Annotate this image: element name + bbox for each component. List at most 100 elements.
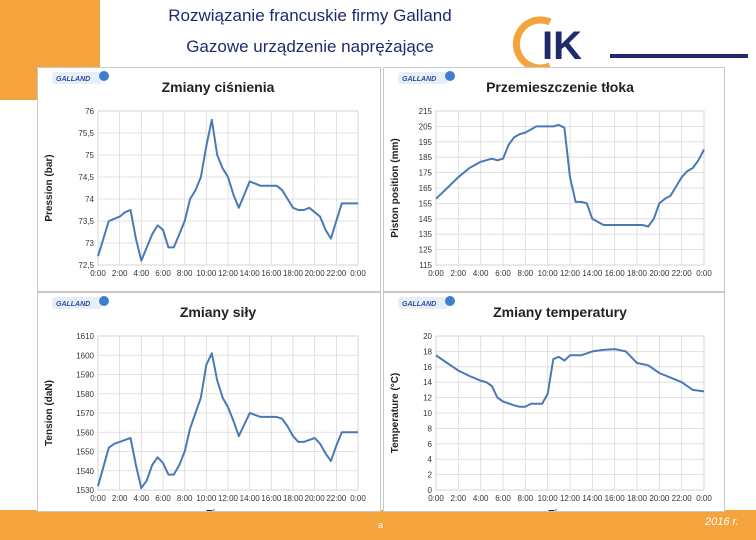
x-tick-label: 8:00	[518, 494, 534, 503]
x-tick-label: 22:00	[326, 269, 347, 278]
x-tick-label: 6:00	[495, 269, 511, 278]
galland-drop-icon	[99, 71, 109, 81]
x-tick-label: 18:00	[283, 494, 304, 503]
y-tick-label: 135	[419, 230, 433, 239]
galland-drop-icon	[445, 296, 455, 306]
x-tick-label: 0:00	[428, 494, 444, 503]
x-tick-label: 10:00	[538, 269, 559, 278]
y-axis-label: Temperature (°C)	[390, 373, 401, 454]
piston-position-chart: GALLAND Przemieszczenie tłoka 115 125 135 145…	[390, 71, 712, 278]
series-line	[435, 348, 705, 408]
y-tick-label: 74	[85, 195, 94, 204]
ik-logo: IK	[512, 16, 748, 70]
galland-drop-icon	[99, 296, 109, 306]
y-tick-label: 1540	[76, 467, 94, 476]
x-tick-label: 16:00	[261, 269, 282, 278]
chart-title: Zmiany siły	[180, 304, 256, 320]
y-tick-label: 75	[85, 151, 94, 160]
x-tick-label: 6:00	[155, 494, 171, 503]
x-tick-label: 8:00	[518, 269, 534, 278]
galland-badge-bg	[52, 72, 102, 84]
y-tick-label: 175	[419, 169, 433, 178]
x-tick-label: 16:00	[605, 494, 626, 503]
x-tick-label: 8:00	[177, 269, 193, 278]
x-tick-label: 2:00	[451, 494, 467, 503]
x-tick-label: 6:00	[495, 494, 511, 503]
galland-badge-text: GALLAND	[402, 76, 436, 83]
x-tick-label: 18:00	[627, 269, 648, 278]
x-tick-label: 18:00	[283, 269, 304, 278]
series-line	[97, 118, 358, 262]
x-tick-label: 0:00	[90, 269, 106, 278]
x-tick-label: 4:00	[473, 269, 489, 278]
x-tick-label: 12:00	[218, 494, 239, 503]
y-tick-label: 1580	[76, 390, 94, 399]
y-axis-label: Tension (daN)	[44, 380, 55, 446]
y-tick-label: 1530	[76, 486, 94, 495]
x-tick-label: 10:00	[196, 494, 217, 503]
y-tick-label: 2	[428, 471, 433, 480]
y-tick-label: 1610	[76, 332, 94, 341]
y-tick-label: 76	[85, 107, 94, 116]
x-tick-label: 2:00	[112, 494, 128, 503]
y-tick-label: 10	[423, 409, 432, 418]
chart-panel-tension: GALLAND Zmiany siły 1530 1540 1550 1560 1570 15…	[37, 292, 381, 512]
galland-badge: GALLAND	[52, 71, 109, 84]
y-tick-label: 165	[419, 184, 433, 193]
tension-chart: GALLAND Zmiany siły 1530 1540 1550 1560 1570 15…	[44, 296, 366, 511]
series-line	[435, 123, 705, 228]
x-tick-label: 8:00	[177, 494, 193, 503]
y-tick-label: 155	[419, 199, 433, 208]
chart-title: Zmiany temperatury	[493, 304, 627, 320]
y-tick-label: 185	[419, 153, 433, 162]
x-tick-label: 0:00	[90, 494, 106, 503]
x-tick-label: 20:00	[649, 269, 670, 278]
footer-date: 2016 r.	[705, 516, 739, 528]
x-tick-label: 20:00	[305, 494, 326, 503]
galland-badge-bg	[398, 297, 448, 309]
y-tick-label: 75,5	[78, 129, 94, 138]
y-tick-label: 20	[423, 332, 432, 341]
x-tick-label: 22:00	[672, 269, 693, 278]
x-tick-label: 0:00	[350, 494, 366, 503]
y-axis-label: Piston position (mm)	[390, 138, 401, 237]
galland-badge-text: GALLAND	[56, 301, 90, 308]
x-tick-label: 0:00	[428, 269, 444, 278]
y-tick-label: 73	[85, 239, 94, 248]
x-axis-label: Time	[206, 509, 230, 511]
chart-panel-piston: GALLAND Przemieszczenie tłoka 115 125 135 145…	[383, 67, 725, 292]
y-axis-label: Pression (bar)	[44, 154, 55, 221]
x-tick-label: 2:00	[112, 269, 128, 278]
x-tick-label: 6:00	[155, 269, 171, 278]
x-tick-label: 4:00	[134, 269, 150, 278]
x-tick-label: 4:00	[134, 494, 150, 503]
x-tick-label: 22:00	[672, 494, 693, 503]
x-tick-label: 10:00	[196, 269, 217, 278]
galland-drop-icon	[445, 71, 455, 81]
y-tick-label: 16	[423, 363, 432, 372]
y-tick-label: 1600	[76, 351, 94, 360]
x-tick-label: 12:00	[560, 269, 581, 278]
galland-badge-text: GALLAND	[402, 301, 436, 308]
slide-title: Rozwiązanie francuskie firmy Galland	[168, 6, 452, 25]
x-tick-label: 16:00	[261, 494, 282, 503]
y-tick-label: 205	[419, 122, 433, 131]
x-tick-label: 12:00	[560, 494, 581, 503]
logo-text: IK	[542, 24, 582, 68]
y-tick-label: 73,5	[78, 217, 94, 226]
galland-badge: GALLAND	[398, 296, 455, 309]
y-tick-label: 1590	[76, 371, 94, 380]
x-tick-label: 16:00	[605, 269, 626, 278]
x-tick-label: 12:00	[218, 269, 239, 278]
logo-underline	[610, 54, 748, 58]
slide-subtitle: Gazowe urządzenie naprężające	[186, 37, 434, 56]
x-tick-label: 14:00	[582, 269, 603, 278]
x-tick-label: 0:00	[350, 269, 366, 278]
galland-badge-bg	[398, 72, 448, 84]
y-tick-label: 1560	[76, 428, 94, 437]
y-tick-label: 72,5	[78, 261, 94, 270]
footer-text-fragment: a	[378, 520, 384, 530]
galland-badge: GALLAND	[398, 71, 455, 84]
footer-bar	[0, 510, 756, 540]
y-tick-label: 14	[423, 378, 432, 387]
